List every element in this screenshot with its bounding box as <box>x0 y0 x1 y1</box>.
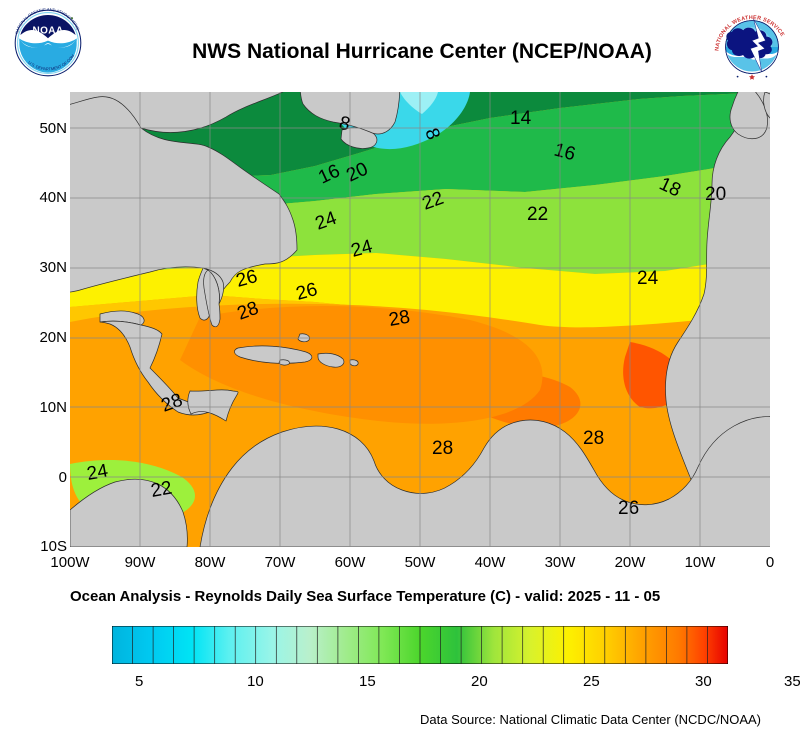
svg-text:22: 22 <box>527 204 548 225</box>
svg-text:22: 22 <box>149 478 173 502</box>
svg-text:26: 26 <box>618 498 639 519</box>
svg-text:20: 20 <box>705 184 726 205</box>
svg-text:28: 28 <box>387 307 411 331</box>
svg-text:28: 28 <box>583 428 604 449</box>
svg-text:24: 24 <box>85 460 110 484</box>
svg-text:NOAA: NOAA <box>32 25 63 36</box>
svg-text:24: 24 <box>637 268 659 289</box>
svg-text:14: 14 <box>510 108 532 129</box>
svg-text:28: 28 <box>432 438 453 459</box>
